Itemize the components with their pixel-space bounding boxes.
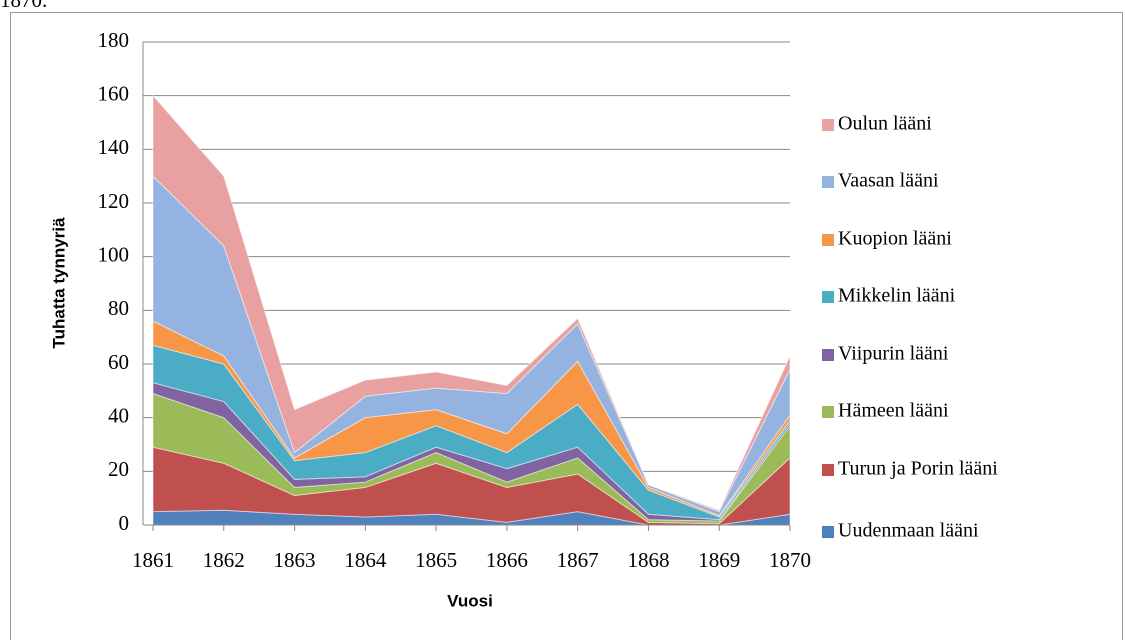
legend-label: Turun ja Porin lääni xyxy=(838,458,998,480)
legend-swatch xyxy=(822,176,834,188)
y-tick-label: 40 xyxy=(108,403,129,427)
legend-label: Oulun lääni xyxy=(838,113,932,135)
y-axis-title: Tuhatta tynnyriä xyxy=(49,217,68,349)
legend-swatch xyxy=(822,349,834,361)
x-tick-label: 1864 xyxy=(344,548,387,572)
x-tick-label: 1865 xyxy=(415,548,457,572)
y-tick-label: 120 xyxy=(98,189,130,213)
x-tick-label: 1869 xyxy=(698,548,740,572)
caption: 1870. xyxy=(0,0,47,12)
legend-label: Vaasan lääni xyxy=(838,170,939,192)
legend-swatch xyxy=(822,119,834,131)
legend-label: Uudenmaan lääni xyxy=(838,520,979,542)
y-tick-label: 140 xyxy=(98,135,130,159)
y-tick-label: 60 xyxy=(108,350,129,374)
legend-swatch xyxy=(822,234,834,246)
x-tick-label: 1862 xyxy=(203,548,245,572)
x-tick-label: 1867 xyxy=(557,548,599,572)
legend-label: Viipurin lääni xyxy=(838,343,949,365)
x-tick-label: 1863 xyxy=(274,548,316,572)
legend-swatch xyxy=(822,464,834,476)
y-tick-label: 0 xyxy=(119,511,130,535)
legend-label: Mikkelin lääni xyxy=(838,285,956,307)
y-tick-label: 100 xyxy=(98,242,130,266)
legend-label: Kuopion lääni xyxy=(838,228,952,250)
y-tick-label: 80 xyxy=(108,296,129,320)
x-axis-title: Vuosi xyxy=(447,591,493,610)
y-tick-label: 180 xyxy=(98,28,130,52)
x-tick-label: 1870 xyxy=(769,548,811,572)
x-tick-label: 1868 xyxy=(627,548,669,572)
legend-swatch xyxy=(822,526,834,538)
legend-swatch xyxy=(822,406,834,418)
y-tick-label: 20 xyxy=(108,457,129,481)
legend-label: Hämeen lääni xyxy=(838,400,949,422)
legend-swatch xyxy=(822,291,834,303)
y-tick-label: 160 xyxy=(98,81,130,105)
x-tick-label: 1866 xyxy=(486,548,528,572)
area xyxy=(152,94,791,513)
x-tick-label: 1861 xyxy=(132,548,174,572)
